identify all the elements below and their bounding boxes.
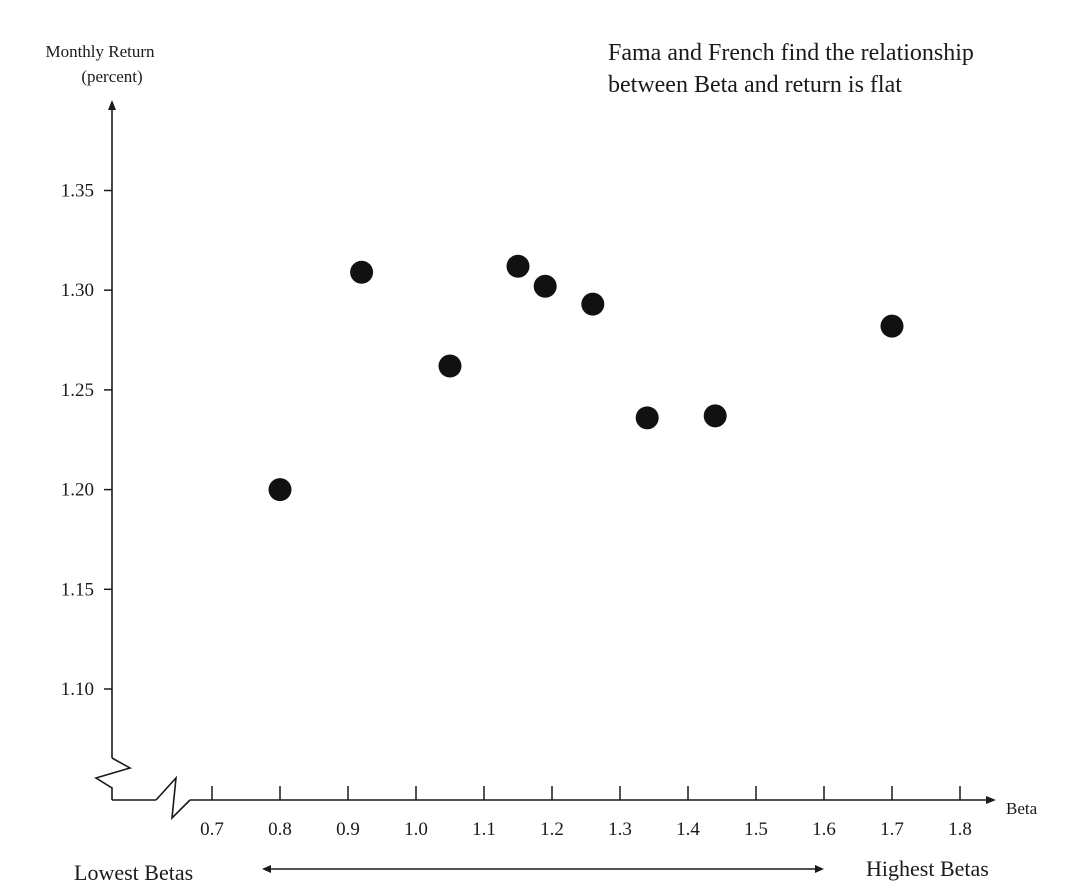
x-tick-label: 1.3	[608, 819, 632, 840]
x-tick-label: 1.1	[472, 819, 496, 840]
x-axis-title: Beta	[1006, 799, 1038, 818]
y-ticks: 1.10 1.15 1.20 1.25 1.30 1.35	[61, 181, 112, 700]
data-points	[268, 254, 904, 502]
data-point	[880, 314, 904, 338]
data-point	[438, 354, 462, 378]
y-axis-title-line1: Monthly Return	[45, 42, 155, 61]
y-tick-label: 1.35	[61, 181, 94, 202]
x-tick-label: 0.9	[336, 819, 360, 840]
lowest-betas-label: Lowest Betas	[74, 860, 193, 885]
highest-betas-label: Highest Betas	[866, 856, 989, 881]
data-point	[533, 274, 557, 298]
x-tick-label: 0.8	[268, 819, 292, 840]
data-point	[268, 478, 292, 502]
x-tick-label: 0.7	[200, 819, 224, 840]
y-tick-label: 1.15	[61, 579, 94, 600]
x-axis	[112, 775, 996, 821]
x-tick-label: 1.0	[404, 819, 428, 840]
y-tick-label: 1.10	[61, 679, 94, 700]
x-tick-label: 1.6	[812, 819, 836, 840]
y-tick-label: 1.20	[61, 480, 94, 501]
x-tick-label: 1.2	[540, 819, 564, 840]
y-tick-label: 1.30	[61, 280, 94, 301]
y-axis	[94, 100, 133, 800]
chart-annotation-line2: between Beta and return is flat	[608, 72, 902, 98]
data-point	[506, 254, 530, 278]
y-tick-label: 1.25	[61, 380, 94, 401]
data-point	[581, 292, 605, 316]
chart-annotation-line1: Fama and French find the relationship	[608, 40, 974, 66]
data-point	[635, 406, 659, 430]
y-axis-title-line2: (percent)	[81, 67, 142, 86]
x-tick-label: 1.5	[744, 819, 768, 840]
data-point	[350, 260, 374, 284]
x-tick-label: 1.7	[880, 819, 904, 840]
data-point	[703, 404, 727, 428]
x-tick-label: 1.4	[676, 819, 700, 840]
beta-range-arrow	[262, 865, 824, 873]
x-ticks: 0.7 0.8 0.9 1.0 1.1 1.2 1.3 1.4 1.5 1.6 1.7 1.8	[200, 786, 972, 840]
x-tick-label: 1.8	[948, 819, 972, 840]
